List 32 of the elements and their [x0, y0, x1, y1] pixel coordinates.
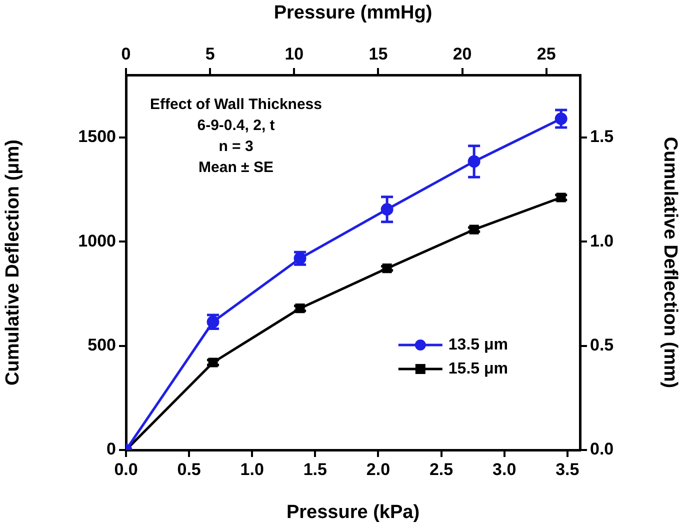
x-tick-label: 2.5 [429, 460, 454, 479]
y-tick-label: 1000 [78, 231, 116, 250]
y2-tick-label: 0.5 [590, 336, 614, 355]
y2-axis-title: Cumulative Deflection (mm) [659, 136, 680, 388]
x-tick-label: 3.5 [556, 460, 580, 479]
y2-tick-label: 1.0 [590, 231, 614, 250]
y-axis-title: Cumulative Deflection (μm) [2, 140, 24, 386]
legend-label: 13.5 μm [448, 336, 508, 354]
legend-label: 15.5 μm [448, 360, 508, 378]
y2-tick-label: 0.0 [590, 440, 614, 459]
annotation: n = 3 [218, 138, 254, 156]
y2-tick-label: 1.5 [590, 127, 614, 146]
annotation: Mean ± SE [198, 159, 274, 176]
annotation: 6-9-0.4, 2, t [197, 117, 275, 134]
x-tick-label: 1.5 [303, 460, 327, 479]
x2-tick-label: 25 [536, 44, 556, 64]
x2-tick-label: 10 [284, 44, 304, 64]
x-axis-title: Pressure (kPa) [286, 502, 420, 523]
x-tick-label: 2.0 [366, 460, 390, 479]
x2-tick-label: 5 [205, 44, 215, 64]
x-tick-label: 3.0 [492, 460, 516, 479]
y-tick-label: 1500 [78, 127, 116, 146]
x2-tick-label: 0 [121, 44, 131, 64]
x2-tick-label: 15 [368, 44, 388, 64]
y-tick-label: 500 [88, 336, 116, 355]
y-tick-label: 0 [106, 440, 116, 459]
x2-tick-label: 20 [452, 44, 472, 64]
annotation: Effect of Wall Thickness [150, 96, 322, 114]
x-tick-label: 1.0 [240, 460, 264, 479]
x2-axis-title: Pressure (mmHg) [274, 2, 432, 24]
x-tick-label: 0.5 [177, 460, 201, 479]
x-tick-label: 0.0 [114, 460, 138, 479]
